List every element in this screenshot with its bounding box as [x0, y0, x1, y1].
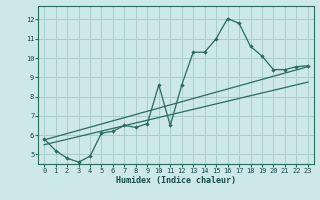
X-axis label: Humidex (Indice chaleur): Humidex (Indice chaleur) [116, 176, 236, 185]
